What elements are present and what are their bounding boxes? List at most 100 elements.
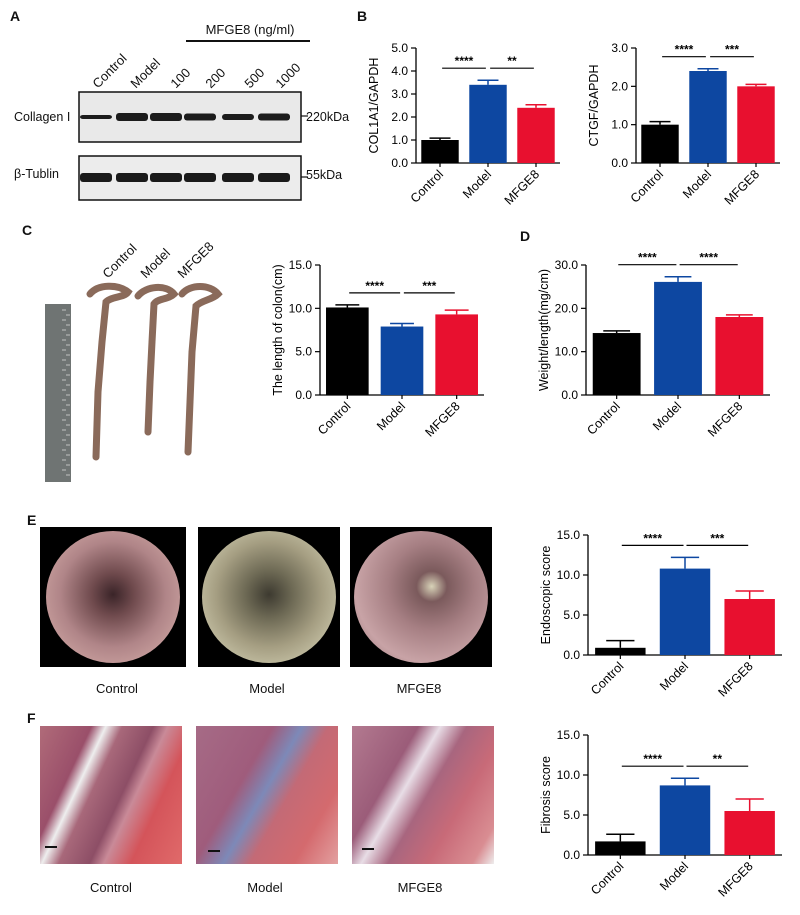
significance-label: ** — [507, 54, 517, 68]
kda-label: 220kDa — [306, 110, 350, 124]
y-tick-label: 15.0 — [557, 728, 581, 742]
panel-letter-f: F — [27, 710, 36, 726]
lane-label: 500 — [241, 65, 268, 91]
lane-label: Model — [127, 55, 164, 91]
blot-header: MFGE8 (ng/ml) — [205, 22, 295, 37]
y-tick-label: 0.0 — [563, 848, 580, 862]
x-tick-label: Control — [628, 167, 666, 205]
bar — [326, 307, 369, 395]
blot-label-collagen: Collagen I — [14, 110, 71, 124]
panel-letter-b: B — [357, 8, 368, 24]
colon-label: Control — [99, 240, 140, 281]
blot-band — [116, 173, 148, 182]
blot-image — [78, 91, 308, 201]
y-tick-label: 10.0 — [557, 568, 581, 582]
x-tick-label: Control — [315, 399, 353, 437]
bar — [737, 86, 775, 163]
y-tick-label: 1.0 — [391, 133, 408, 147]
colon-specimen — [178, 283, 223, 456]
y-tick-label: 0.0 — [561, 388, 578, 402]
y-axis-label: COL1A1/GAPDH — [367, 58, 381, 154]
bar — [724, 599, 775, 655]
y-tick-label: 30.0 — [555, 258, 579, 272]
bar — [715, 317, 764, 395]
histology-caption: Model — [247, 880, 283, 895]
bar — [724, 811, 775, 855]
colon-specimen-photo — [45, 282, 223, 482]
x-tick-label: MFGE8 — [715, 659, 755, 699]
x-tick-label: Control — [588, 659, 626, 697]
significance-label: *** — [725, 43, 739, 57]
y-axis-label: Weight/length(mg/cm) — [537, 269, 551, 391]
bar — [659, 785, 711, 855]
x-tick-label: Model — [650, 399, 684, 433]
endoscopy-caption: MFGE8 — [396, 681, 442, 696]
histology-caption: Control — [90, 880, 132, 895]
panel-letter-d: D — [520, 228, 531, 244]
panel-letter-a: A — [10, 8, 21, 24]
significance-label: *** — [710, 531, 724, 545]
chart-fibrosis: 0.0 5.0 10.0 15.0 Fibrosis score Control Model… — [539, 728, 782, 900]
histology-image-mfge8 — [352, 726, 494, 864]
kda-label: 55kDa — [306, 168, 343, 182]
histology-caption: MFGE8 — [397, 880, 443, 895]
blot-band — [222, 114, 254, 120]
y-tick-label: 5.0 — [563, 608, 580, 622]
bar — [469, 84, 507, 163]
x-tick-label: MFGE8 — [422, 399, 462, 439]
significance-label: **** — [638, 251, 657, 265]
y-axis-label: CTGF/GAPDH — [587, 65, 601, 147]
blot-band — [222, 173, 254, 182]
y-tick-label: 5.0 — [391, 41, 408, 55]
endoscopy-image-model — [198, 527, 340, 667]
bar — [517, 107, 555, 163]
y-tick-label: 4.0 — [391, 64, 408, 78]
x-tick-label: Model — [657, 659, 691, 693]
blot-band — [258, 113, 290, 121]
panel-letter-e: E — [27, 512, 37, 528]
colon-specimen — [134, 284, 179, 436]
endoscopy-caption: Model — [249, 681, 285, 696]
colon-specimen — [86, 282, 133, 461]
x-tick-label: Model — [374, 399, 408, 433]
lane-label: Control — [89, 50, 130, 91]
x-tick-label: Model — [680, 167, 714, 201]
chart-endoscopic: 0.0 5.0 10.0 15.0 Endoscopic score Control Mod… — [539, 528, 782, 700]
blot-band — [80, 173, 112, 182]
bar — [592, 333, 641, 395]
blot-band — [258, 173, 290, 182]
blot-band — [116, 113, 148, 121]
x-tick-label: Control — [588, 859, 626, 897]
y-tick-label: 10.0 — [557, 768, 581, 782]
bar — [654, 281, 702, 395]
blot-band — [184, 173, 216, 182]
significance-label: **** — [699, 251, 718, 265]
y-tick-label: 10.0 — [289, 301, 313, 315]
bar — [641, 124, 679, 163]
blot-band — [150, 113, 182, 121]
significance-label: *** — [422, 279, 436, 293]
y-tick-label: 10.0 — [555, 345, 579, 359]
y-tick-label: 0.0 — [611, 156, 628, 170]
bar — [595, 647, 646, 655]
y-axis-label: The length of colon(cm) — [271, 264, 285, 395]
chart-weight-length: 0.0 10.0 20.0 30.0 Weight/length(mg/cm) Contr… — [537, 251, 770, 440]
blot-band — [80, 115, 112, 119]
panel-letter-c: C — [22, 222, 33, 238]
endoscopy-caption: Control — [96, 681, 138, 696]
significance-label: **** — [365, 279, 384, 293]
blot-label-tubulin: β-Tublin — [14, 167, 59, 181]
bar — [380, 326, 424, 395]
y-tick-label: 3.0 — [391, 87, 408, 101]
ruler — [45, 304, 71, 482]
bar — [435, 314, 478, 395]
lane-label: 200 — [202, 65, 229, 91]
y-tick-label: 15.0 — [289, 258, 313, 272]
x-tick-label: Control — [408, 167, 446, 205]
y-tick-label: 0.0 — [563, 648, 580, 662]
bar — [659, 568, 711, 655]
x-tick-label: MFGE8 — [722, 167, 762, 207]
y-tick-label: 2.0 — [611, 79, 628, 93]
y-tick-label: 15.0 — [557, 528, 581, 542]
lane-label: 1000 — [272, 59, 304, 91]
